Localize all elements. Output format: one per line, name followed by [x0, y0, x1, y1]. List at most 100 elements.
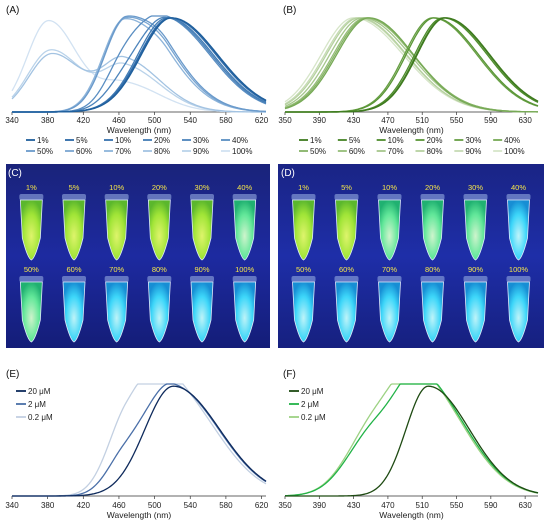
tube-grid-d: 1% 5% 10% 20% 30% 40% 50% 60% 70% 80% 90% 100% [291, 183, 531, 343]
legend-label: 0.2 μM [28, 413, 53, 422]
tube: 60% [62, 265, 86, 343]
tube-cap [104, 276, 129, 282]
tube-cap [420, 194, 445, 200]
legend-label: 100% [504, 147, 524, 156]
panel-label-f: (F) [283, 369, 296, 380]
x-axis-title: Wavelength (nm) [379, 125, 444, 135]
x-tick-label: 420 [77, 501, 91, 510]
tube: 1% [19, 183, 44, 261]
legend-item: 20 μM [16, 387, 51, 396]
legend-label: 1% [37, 136, 49, 145]
legend-item: 0.2 μM [16, 413, 53, 422]
tube: 5% [334, 183, 359, 261]
x-tick-label: 510 [416, 501, 430, 510]
tube: 100% [506, 265, 531, 343]
tube-cap [19, 276, 44, 282]
panel-label-c: (C) [8, 168, 22, 179]
legend-item: 20% [415, 136, 443, 145]
legend-label: 40% [504, 136, 520, 145]
legend-item: 40% [493, 136, 520, 145]
tube-cap [506, 276, 531, 282]
x-tick-label: 590 [484, 116, 498, 125]
tube-cap [463, 194, 488, 200]
x-axis-title: Wavelength (nm) [379, 510, 444, 520]
tube-body [464, 199, 487, 261]
series-line-80 [11, 52, 266, 113]
legend-label: 1% [310, 136, 322, 145]
tube-label: 30% [194, 183, 209, 192]
tube: 80% [147, 265, 172, 343]
legend-label: 20% [427, 136, 443, 145]
tube-cap [147, 194, 172, 200]
tube: 60% [334, 265, 359, 343]
tube: 90% [463, 265, 488, 343]
series-line-40 [284, 17, 539, 113]
legend-item: 50% [26, 147, 53, 156]
tube-body [378, 199, 401, 261]
tube-body [464, 281, 487, 343]
legend-label: 90% [193, 147, 209, 156]
panel-label-d: (D) [281, 168, 295, 179]
tube-label: 10% [109, 183, 124, 192]
panel-label-a: (A) [6, 5, 19, 16]
legend-item: 70% [104, 147, 131, 156]
series-line-2M [12, 383, 267, 497]
legend-item: 2 μM [289, 400, 319, 409]
legend-item: 100% [221, 147, 252, 156]
tube-cap [463, 276, 488, 282]
tube: 50% [291, 265, 316, 343]
legend-label: 20 μM [28, 387, 51, 396]
legend-label: 100% [232, 147, 252, 156]
legend-label: 70% [115, 147, 131, 156]
legend-item: 0.2 μM [289, 413, 326, 422]
legend-label: 60% [76, 147, 92, 156]
x-tick-label: 580 [219, 116, 233, 125]
x-tick-label: 630 [518, 116, 532, 125]
legend-label: 10% [115, 136, 131, 145]
tube-cap [420, 276, 445, 282]
legend-item: 90% [454, 147, 481, 156]
panel-label-b: (B) [283, 5, 296, 16]
legend-label: 90% [465, 147, 481, 156]
tube: 40% [506, 183, 531, 261]
tube: 20% [147, 183, 172, 261]
x-tick-label: 430 [347, 501, 361, 510]
tube: 100% [232, 265, 257, 343]
tube-body [507, 281, 530, 343]
tube-body [62, 199, 86, 261]
legend-item: 30% [454, 136, 481, 145]
legend-item: 20% [143, 136, 170, 145]
tube-body [421, 281, 444, 343]
tube: 90% [190, 265, 214, 343]
x-tick-label: 470 [381, 116, 395, 125]
x-tick-label: 340 [5, 116, 19, 125]
legend-label: 80% [427, 147, 443, 156]
tube: 50% [19, 265, 44, 343]
legend-label: 70% [388, 147, 404, 156]
x-tick-label: 540 [184, 116, 198, 125]
series-line-1 [12, 17, 267, 113]
tube-label: 90% [468, 265, 483, 274]
tube-cap [334, 276, 359, 282]
legend-label: 30% [465, 136, 481, 145]
x-tick-label: 630 [518, 501, 532, 510]
legend-item: 60% [65, 147, 92, 156]
tube-cap [19, 194, 44, 200]
legend-item: 80% [415, 147, 443, 156]
series-line-20M [285, 385, 539, 497]
tube-body [292, 199, 315, 261]
tube-body [190, 199, 214, 261]
legend-label: 20% [154, 136, 170, 145]
x-tick-label: 580 [219, 501, 233, 510]
chart-e: 340 380 420 460 500 540 580 620 Wavelength (nm) 2… [5, 383, 269, 520]
tube-cap [232, 276, 257, 282]
tube-cap [147, 276, 172, 282]
tube: 10% [377, 183, 402, 261]
tube-cap [506, 194, 531, 200]
legend-label: 0.2 μM [301, 413, 326, 422]
x-tick-label: 430 [347, 116, 361, 125]
tube-cap [232, 194, 257, 200]
x-tick-label: 550 [450, 501, 464, 510]
tube: 30% [463, 183, 488, 261]
tube-body [19, 281, 43, 343]
